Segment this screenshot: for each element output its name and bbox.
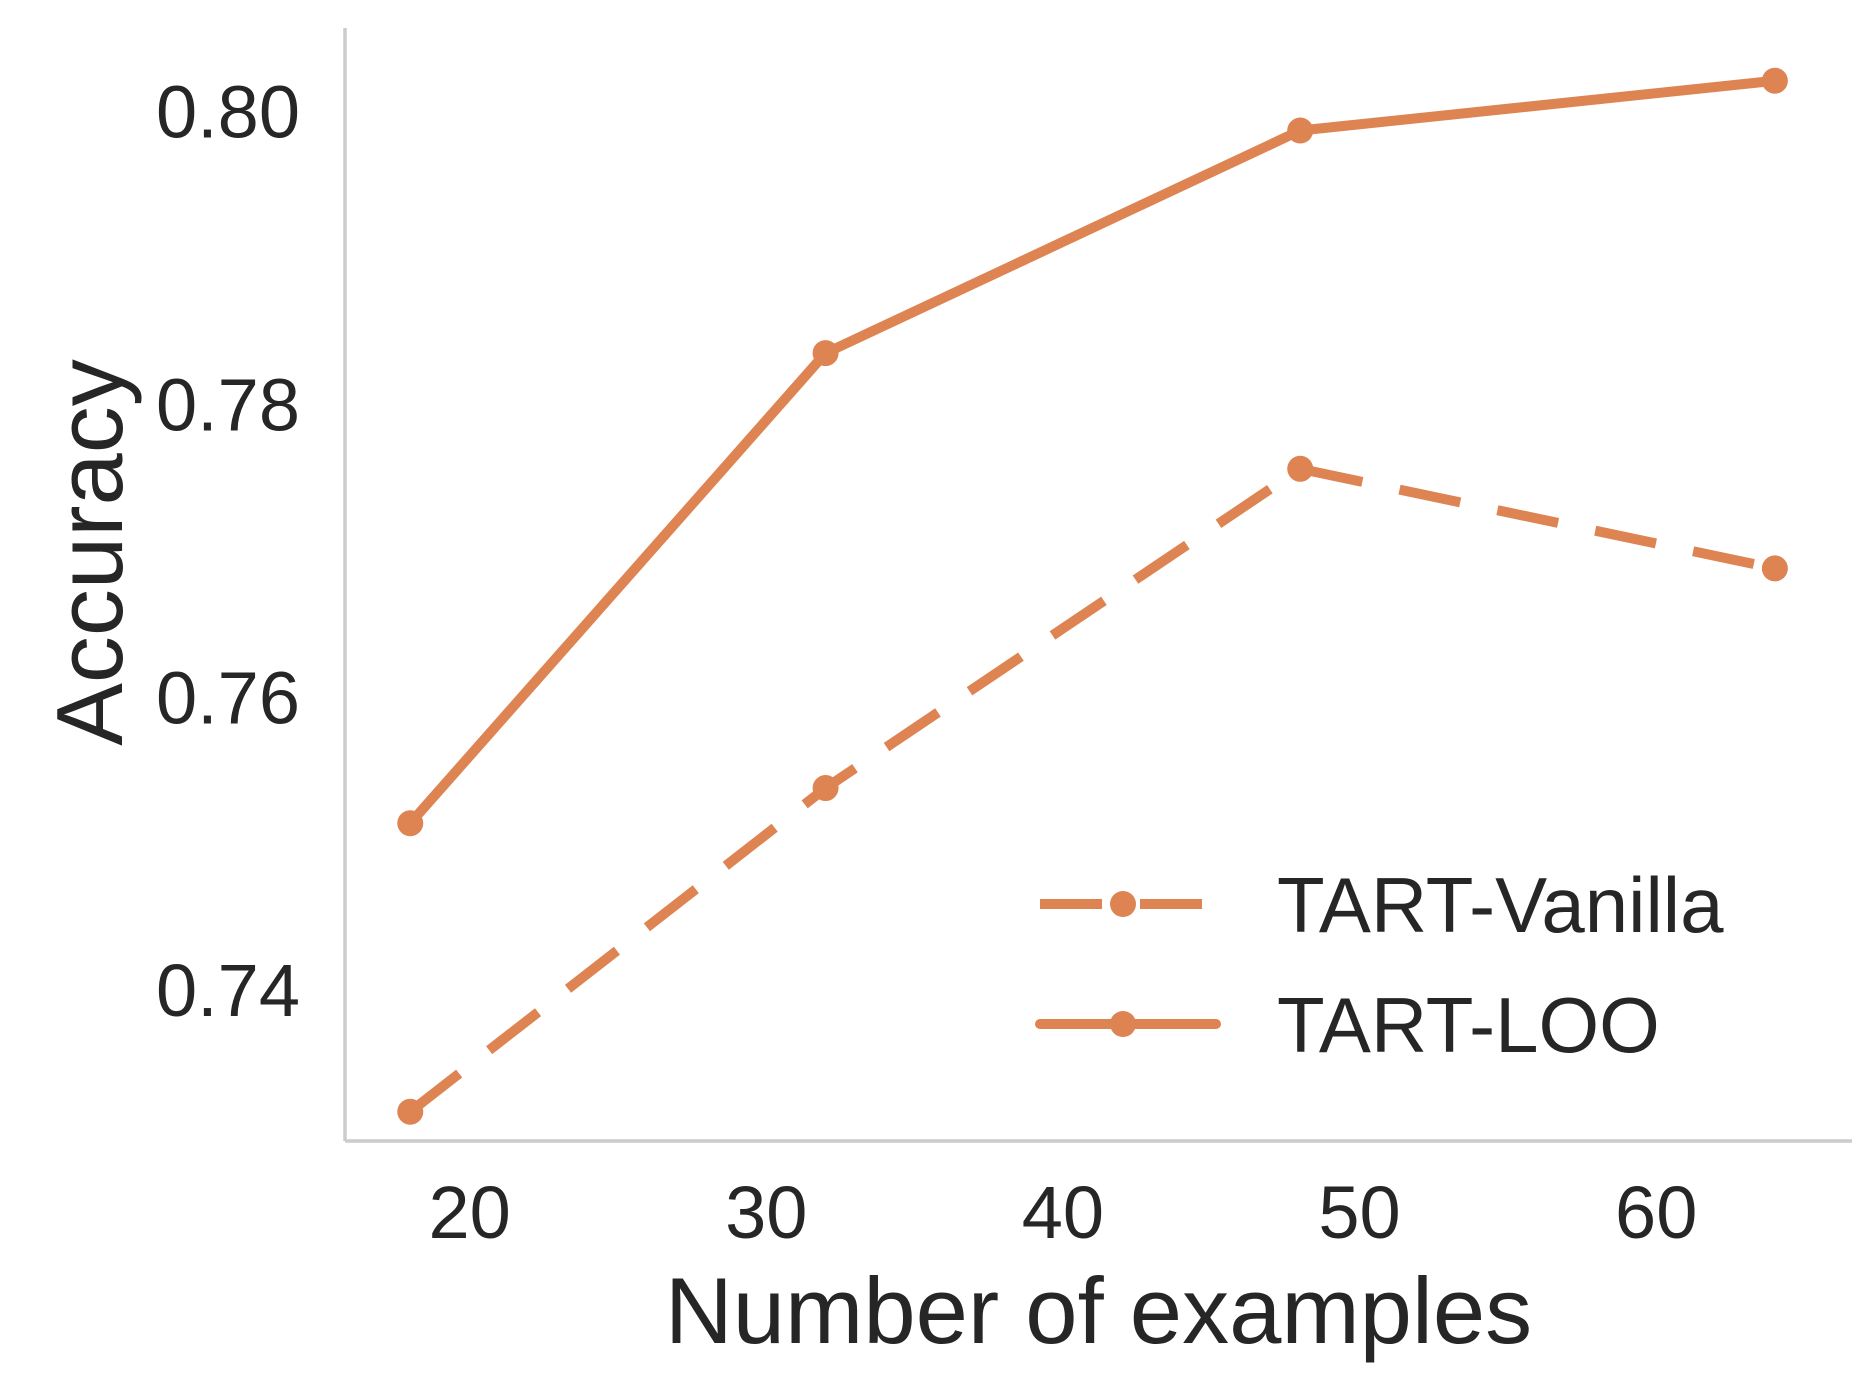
legend-marker bbox=[1110, 1011, 1136, 1037]
series-tart-vanilla bbox=[397, 455, 1788, 1125]
legend-item: TART-LOO bbox=[1035, 981, 1660, 1069]
y-tick-label: 0.74 bbox=[156, 949, 300, 1032]
x-axis-label: Number of examples bbox=[665, 1258, 1532, 1363]
legend-marker bbox=[1110, 891, 1136, 917]
data-point bbox=[397, 1098, 424, 1125]
legend: TART-Vanilla TART-LOO bbox=[1035, 861, 1724, 1069]
data-point bbox=[812, 775, 839, 802]
data-point bbox=[1287, 455, 1314, 482]
y-tick-label: 0.80 bbox=[156, 70, 300, 153]
series-line bbox=[407, 463, 1776, 1116]
data-point bbox=[1287, 117, 1314, 144]
x-tick-label: 40 bbox=[1022, 1171, 1104, 1254]
data-point bbox=[1761, 67, 1788, 94]
y-tick-label: 0.78 bbox=[156, 363, 300, 446]
x-tick-label: 20 bbox=[428, 1171, 510, 1254]
series-layer bbox=[397, 67, 1788, 1125]
series-tart-loo bbox=[397, 67, 1788, 837]
legend-item: TART-Vanilla bbox=[1040, 861, 1724, 949]
x-tick-label: 30 bbox=[725, 1171, 807, 1254]
axes bbox=[343, 28, 1852, 1143]
y-axis-label: Accuracy bbox=[37, 359, 142, 746]
x-axis-ticks: 20 30 40 50 60 bbox=[428, 1171, 1697, 1254]
data-point bbox=[397, 810, 424, 837]
legend-label: TART-Vanilla bbox=[1277, 861, 1724, 949]
y-tick-label: 0.76 bbox=[156, 656, 300, 739]
x-tick-label: 50 bbox=[1318, 1171, 1400, 1254]
legend-label: TART-LOO bbox=[1277, 981, 1660, 1069]
y-axis-ticks: 0.74 0.76 0.78 0.80 bbox=[156, 70, 300, 1032]
data-point bbox=[1761, 555, 1788, 582]
x-tick-label: 60 bbox=[1615, 1171, 1697, 1254]
data-point bbox=[812, 340, 839, 367]
series-line bbox=[405, 75, 1780, 829]
